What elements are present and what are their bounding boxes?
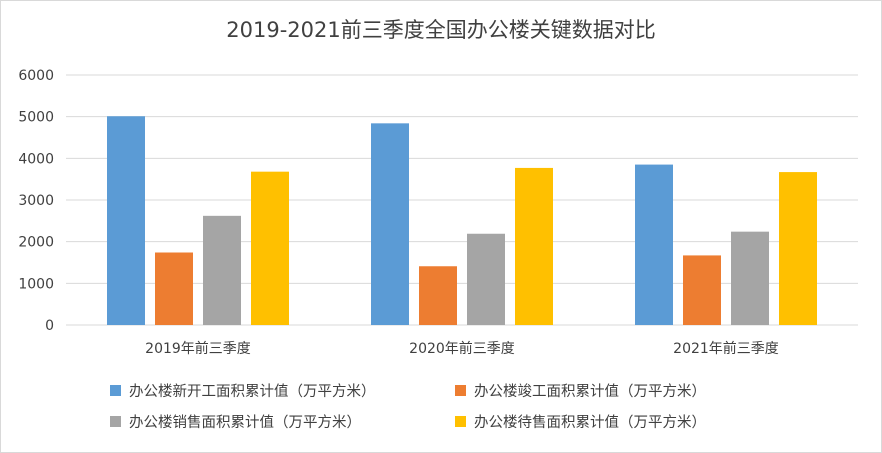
legend-swatch (455, 416, 466, 427)
x-category-label: 2019年前三季度 (145, 340, 251, 357)
bar (419, 266, 457, 325)
y-tick-label: 4000 (18, 151, 54, 167)
bar (515, 167, 553, 325)
y-tick-label: 0 (45, 318, 54, 334)
bar (203, 215, 241, 325)
y-tick-label: 6000 (18, 68, 54, 84)
legend-item-completed: 办公楼竣工面积累计值（万平方米） (455, 380, 800, 401)
legend-label: 办公楼待售面积累计值（万平方米） (474, 415, 706, 431)
x-category-label: 2020年前三季度 (409, 340, 515, 357)
chart-legend: 办公楼新开工面积累计值（万平方米） 办公楼竣工面积累计值（万平方米） 办公楼销售… (110, 380, 810, 432)
y-tick-label: 5000 (18, 110, 54, 126)
x-category-label: 2021年前三季度 (673, 340, 779, 357)
bar (635, 164, 673, 325)
legend-label: 办公楼销售面积累计值（万平方米） (129, 415, 361, 431)
bar (467, 233, 505, 325)
bar (155, 252, 193, 325)
legend-swatch (110, 416, 121, 427)
bar (779, 172, 817, 325)
legend-swatch (110, 385, 121, 396)
y-tick-label: 3000 (18, 193, 54, 209)
y-tick-label: 1000 (18, 276, 54, 292)
bar (251, 171, 289, 325)
bar (107, 116, 145, 325)
bar (731, 231, 769, 325)
legend-label: 办公楼竣工面积累计值（万平方米） (474, 384, 706, 400)
legend-item-sales: 办公楼销售面积累计值（万平方米） (110, 411, 455, 432)
y-tick-label: 2000 (18, 235, 54, 251)
legend-swatch (455, 385, 466, 396)
bar (371, 123, 409, 325)
chart-title: 2019-2021前三季度全国办公楼关键数据对比 (226, 18, 656, 42)
legend-label: 办公楼新开工面积累计值（万平方米） (129, 384, 376, 400)
legend-item-new-construction: 办公楼新开工面积累计值（万平方米） (110, 380, 455, 401)
legend-item-for-sale: 办公楼待售面积累计值（万平方米） (455, 411, 800, 432)
bar (683, 255, 721, 325)
